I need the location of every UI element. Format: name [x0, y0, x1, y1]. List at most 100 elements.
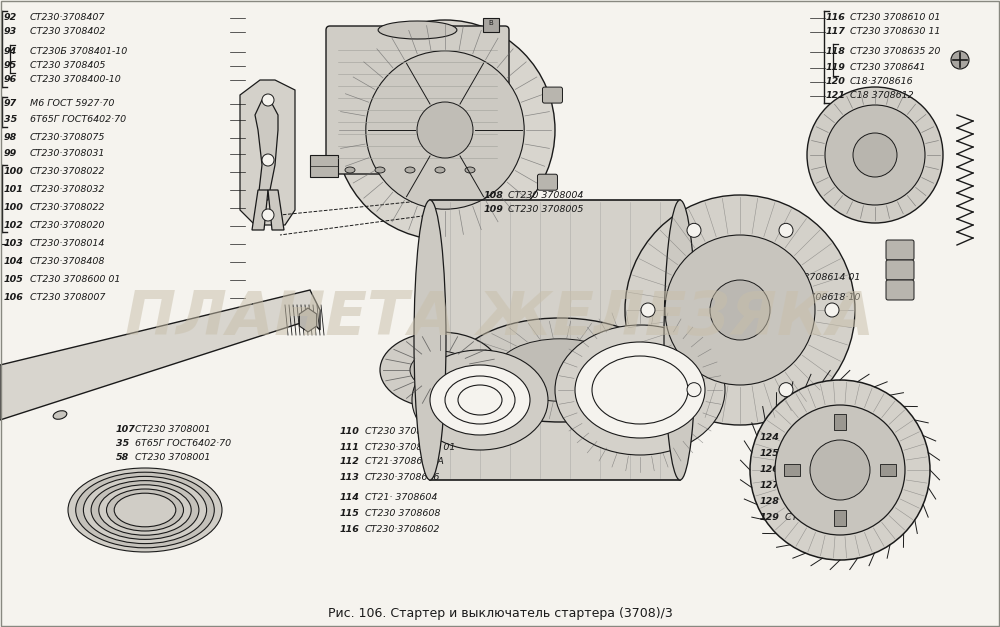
Polygon shape: [255, 100, 278, 200]
Text: 105: 105: [4, 275, 24, 285]
Ellipse shape: [577, 344, 703, 436]
Text: СТ230·3708407: СТ230·3708407: [30, 14, 105, 23]
FancyBboxPatch shape: [326, 26, 509, 174]
Text: СТ230·3708031: СТ230·3708031: [30, 149, 105, 159]
Bar: [834, 414, 846, 430]
Text: 97: 97: [4, 100, 17, 108]
Text: СТ230 3708614 01: СТ230 3708614 01: [770, 273, 860, 283]
Text: СТ230·3708408: СТ230·3708408: [30, 258, 105, 266]
Text: СТ230Б 3708401-10: СТ230Б 3708401-10: [30, 48, 127, 56]
Bar: [880, 464, 896, 476]
Text: ПЛАНЕТА ЖЕЛЕЗЯКА: ПЛАНЕТА ЖЕЛЕЗЯКА: [125, 288, 875, 347]
Circle shape: [262, 94, 274, 106]
Ellipse shape: [380, 332, 500, 408]
Ellipse shape: [458, 385, 502, 415]
Circle shape: [262, 154, 274, 166]
Text: 119: 119: [826, 63, 846, 73]
Text: СТ230 3708641: СТ230 3708641: [850, 63, 925, 73]
Text: 123: 123: [744, 293, 764, 302]
Text: 106: 106: [4, 293, 24, 302]
Text: СТ230 3708400-10: СТ230 3708400-10: [30, 75, 121, 85]
Text: 98: 98: [4, 134, 17, 142]
Text: СТ230 3708007: СТ230 3708007: [30, 293, 105, 302]
Ellipse shape: [497, 339, 623, 401]
Text: СТ230·3708602: СТ230·3708602: [365, 525, 440, 534]
Text: СТ230·3708022: СТ230·3708022: [30, 204, 105, 213]
Circle shape: [625, 195, 855, 425]
Text: СТ230·3708032: СТ230·3708032: [30, 186, 105, 194]
Ellipse shape: [555, 325, 725, 455]
Text: 111: 111: [340, 443, 360, 451]
Ellipse shape: [412, 350, 548, 450]
Circle shape: [750, 380, 930, 560]
Text: 121: 121: [826, 92, 846, 100]
Ellipse shape: [414, 200, 446, 480]
Ellipse shape: [575, 342, 705, 438]
Text: СТ21·3708603 А: СТ21·3708603 А: [365, 458, 444, 466]
Text: 58: 58: [116, 453, 129, 463]
FancyBboxPatch shape: [537, 174, 557, 190]
Text: 126: 126: [760, 465, 780, 475]
Polygon shape: [252, 190, 268, 230]
FancyBboxPatch shape: [542, 87, 562, 103]
Text: 93: 93: [4, 28, 17, 36]
Ellipse shape: [447, 377, 513, 423]
Circle shape: [665, 235, 815, 385]
Text: СТ230 3708619·10: СТ230 3708619·10: [785, 497, 875, 507]
Text: СТ230·3708601 01: СТ230·3708601 01: [365, 443, 455, 451]
Text: 107: 107: [116, 426, 136, 435]
Circle shape: [687, 382, 701, 397]
Text: М6 ГОСТ 5927·70: М6 ГОСТ 5927·70: [30, 100, 114, 108]
Text: СТ230 3708607: СТ230 3708607: [365, 428, 440, 436]
Ellipse shape: [445, 376, 515, 424]
Text: СТ230 3708630 11: СТ230 3708630 11: [850, 28, 940, 36]
Bar: [784, 464, 800, 476]
Text: 95: 95: [4, 61, 17, 70]
Ellipse shape: [432, 366, 528, 434]
Text: СТ230 3708004: СТ230 3708004: [508, 191, 583, 201]
Text: СТ230 3708611·30: СТ230 3708611·30: [785, 482, 875, 490]
Ellipse shape: [405, 167, 415, 173]
Text: 124: 124: [760, 433, 780, 443]
Ellipse shape: [76, 472, 214, 548]
Text: СТ230 3708402: СТ230 3708402: [30, 28, 105, 36]
Text: 120: 120: [826, 78, 846, 87]
Text: 35: 35: [4, 115, 17, 125]
Text: СТ230 3708620·20: СТ230 3708620·20: [785, 465, 875, 475]
Text: С18·3708622: С18·3708622: [785, 450, 849, 458]
Text: B: B: [489, 20, 493, 26]
Text: СТ230·3708020: СТ230·3708020: [30, 221, 105, 231]
Text: СТ230 3708608: СТ230 3708608: [365, 510, 440, 519]
Text: 6Т65Г ГОСТ6402·70: 6Т65Г ГОСТ6402·70: [135, 440, 231, 448]
Text: СТ230 3708005: СТ230 3708005: [508, 206, 583, 214]
Text: 96: 96: [4, 75, 17, 85]
Text: 114: 114: [340, 492, 360, 502]
Text: 113: 113: [340, 473, 360, 482]
Text: 101: 101: [4, 186, 24, 194]
Text: СТ230 3708621·20: СТ230 3708621·20: [785, 433, 875, 443]
Text: 35: 35: [116, 440, 129, 448]
Ellipse shape: [53, 411, 67, 419]
Circle shape: [810, 440, 870, 500]
Text: 6Т65Г ГОСТ6402·70: 6Т65Г ГОСТ6402·70: [30, 115, 126, 125]
Text: СТ21· 3708604: СТ21· 3708604: [365, 492, 437, 502]
Text: 112: 112: [340, 458, 360, 466]
Text: СТ230 3708001: СТ230 3708001: [135, 453, 210, 463]
Text: С18 3708612: С18 3708612: [850, 92, 914, 100]
Text: 128: 128: [760, 497, 780, 507]
FancyBboxPatch shape: [886, 280, 914, 300]
Ellipse shape: [345, 167, 355, 173]
Text: 118: 118: [826, 48, 846, 56]
Text: 110: 110: [340, 428, 360, 436]
Text: С18·3708616: С18·3708616: [850, 78, 914, 87]
Circle shape: [335, 20, 555, 240]
Text: 108: 108: [484, 191, 504, 201]
Ellipse shape: [99, 485, 191, 535]
Circle shape: [710, 280, 770, 340]
Text: 125: 125: [760, 450, 780, 458]
Circle shape: [825, 105, 925, 205]
Text: 116: 116: [826, 14, 846, 23]
Ellipse shape: [114, 493, 176, 527]
Ellipse shape: [106, 489, 184, 531]
Ellipse shape: [410, 351, 470, 389]
